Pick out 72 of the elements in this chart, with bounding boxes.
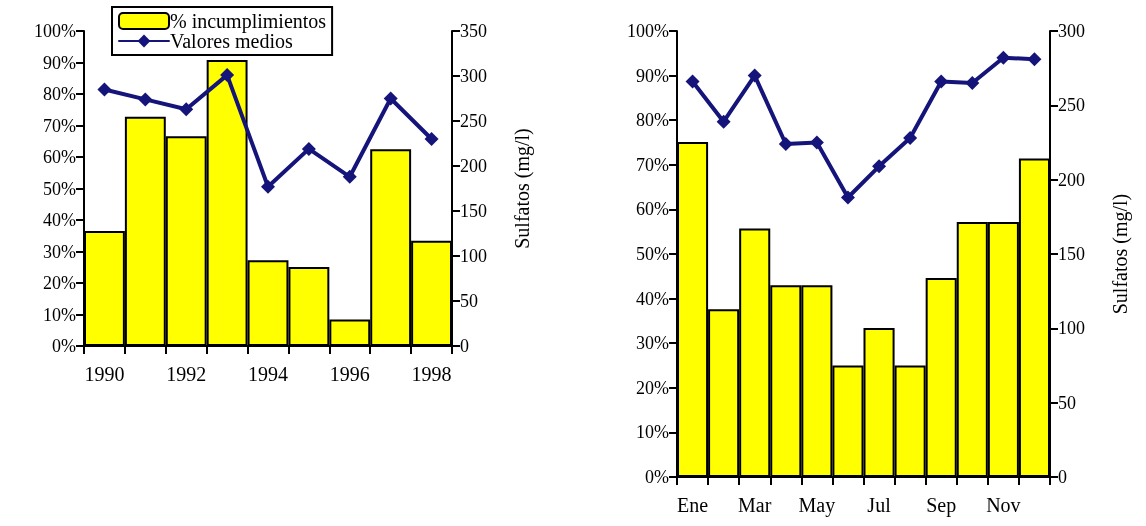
y-tick-label: 10% <box>43 304 76 325</box>
point <box>934 74 949 89</box>
y-tick-label: 100% <box>34 21 76 41</box>
y2-tick-label: 300 <box>460 66 487 86</box>
y-tick-label: 70% <box>43 115 76 136</box>
point <box>301 141 316 156</box>
y2-tick-label: 50 <box>460 291 478 311</box>
point <box>747 68 762 83</box>
point <box>903 131 918 146</box>
point <box>424 132 439 146</box>
x-tick-label: 1996 <box>329 363 370 385</box>
point <box>872 159 887 174</box>
y2-axis-title: Sulfatos (mg/l) <box>1109 193 1132 315</box>
y2-tick-label: 200 <box>460 156 487 176</box>
y2-tick-label: 200 <box>1058 169 1085 190</box>
y2-tick-label: 150 <box>1058 244 1085 264</box>
x-tick-label: May <box>798 494 836 517</box>
point <box>716 114 731 129</box>
point <box>685 74 700 89</box>
y-tick-label: 70% <box>636 154 669 175</box>
y2-tick-label: 250 <box>1058 95 1085 116</box>
y-tick-label: 50% <box>636 244 669 264</box>
y-tick-label: 20% <box>636 377 669 398</box>
point <box>342 169 357 184</box>
y-tick-label: 40% <box>636 288 669 309</box>
y-tick-label: 60% <box>636 199 669 220</box>
y2-tick-label: 350 <box>460 21 487 41</box>
legend-label: % incumplimientos <box>170 10 327 33</box>
point <box>97 82 112 97</box>
y-tick-label: 30% <box>43 241 76 262</box>
point <box>138 92 153 107</box>
point <box>965 76 980 91</box>
point <box>996 50 1011 65</box>
x-tick-label: Sep <box>926 494 957 517</box>
y2-tick-label: 0 <box>460 336 469 356</box>
y-tick-label: 0% <box>52 336 76 356</box>
y-tick-label: 80% <box>636 110 669 131</box>
point <box>809 135 824 150</box>
y2-tick-label: 100 <box>460 246 487 266</box>
point <box>840 190 855 205</box>
x-tick-label: Ene <box>676 494 709 516</box>
y-tick-label: 90% <box>636 65 669 86</box>
x-tick-label: Jul <box>867 494 892 516</box>
y-tick-label: 10% <box>636 422 669 443</box>
y2-tick-label: 0 <box>1058 467 1067 487</box>
x-tick-label: 1990 <box>84 363 125 385</box>
y-tick-label: 60% <box>43 147 76 167</box>
y-tick-label: 90% <box>43 52 76 73</box>
y2-tick-label: 50 <box>1058 392 1076 413</box>
point <box>1027 52 1042 67</box>
y2-tick-label: 150 <box>460 201 487 221</box>
y2-tick-label: 100 <box>1058 318 1085 339</box>
point <box>778 136 793 151</box>
point <box>261 179 275 194</box>
y-tick-label: 40% <box>43 210 76 230</box>
y-tick-label: 0% <box>645 467 669 487</box>
y-tick-label: 50% <box>43 178 76 199</box>
x-tick-label: 1992 <box>166 363 207 385</box>
x-tick-label: Nov <box>986 494 1021 516</box>
y-tick-label: 30% <box>636 333 669 354</box>
y2-tick-label: 250 <box>460 111 487 131</box>
y-tick-label: 20% <box>43 273 76 293</box>
x-tick-label: 1994 <box>248 363 288 385</box>
x-tick-label: Mar <box>738 494 772 516</box>
point <box>220 68 235 83</box>
y2-axis-title: Sulfatos (mg/l) <box>511 128 534 249</box>
x-tick-label: 1998 <box>411 363 452 385</box>
y-tick-label: 100% <box>627 21 669 41</box>
point <box>179 102 194 117</box>
y-tick-label: 80% <box>43 84 76 104</box>
y2-tick-label: 300 <box>1058 21 1085 41</box>
point <box>383 91 398 106</box>
